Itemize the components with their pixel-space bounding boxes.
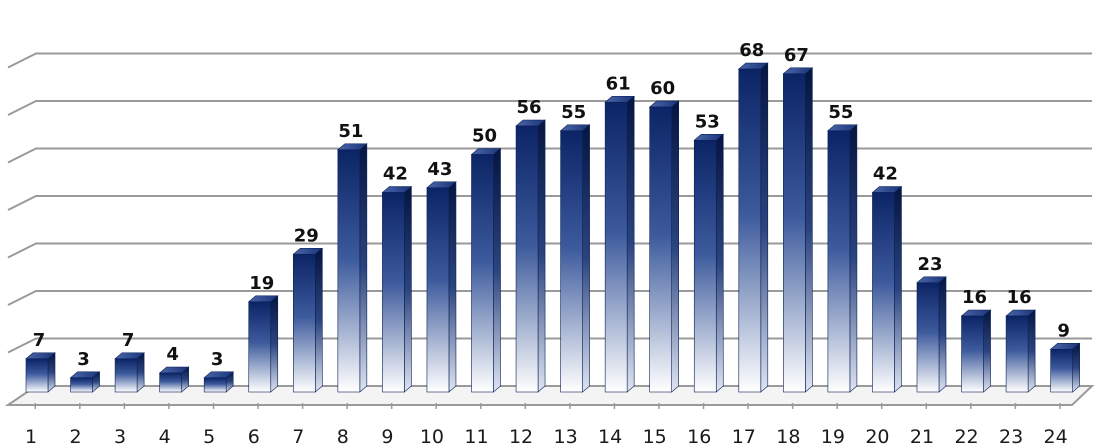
bar-3 [114, 352, 145, 393]
data-label: 55 [561, 102, 586, 123]
bar-7 [292, 247, 324, 393]
bar-9 [381, 185, 413, 393]
data-label: 68 [739, 40, 764, 61]
x-tick-label: 12 [509, 426, 533, 448]
x-tick-label: 9 [381, 426, 393, 448]
x-tick-label: 13 [554, 426, 578, 448]
bar-6 [247, 295, 279, 393]
bar-19 [827, 124, 858, 393]
bar-18 [782, 67, 814, 393]
data-label: 3 [211, 349, 224, 370]
x-tick-label: 6 [248, 426, 260, 448]
x-tick-label: 17 [732, 426, 756, 448]
x-tick-label: 2 [70, 426, 82, 448]
bar-20 [871, 185, 903, 393]
x-axis-ticks: 1 2 3 4 5 6 7 8 9 10 11 12 13 14 15 16 17 18 19 20 21 22 23 24 [25, 403, 1068, 448]
data-label: 55 [828, 102, 853, 123]
x-tick-label: 8 [337, 426, 349, 448]
data-label: 9 [1057, 320, 1070, 341]
data-label: 3 [77, 349, 90, 370]
data-label: 61 [606, 73, 631, 94]
bar-8 [337, 143, 368, 393]
gridline [7, 147, 1092, 164]
data-label: 67 [784, 45, 809, 66]
bar-11 [470, 147, 502, 393]
gridlines [4, 52, 1095, 406]
gridline [7, 100, 1092, 116]
bar-12 [515, 119, 546, 393]
bar-16 [693, 133, 725, 393]
x-tick-label: 15 [643, 426, 667, 448]
bar-1 [25, 352, 56, 393]
bar-22 [960, 309, 992, 393]
data-label: 60 [650, 78, 675, 99]
bar-13 [559, 124, 591, 393]
bar-15 [648, 100, 680, 393]
gridline [7, 52, 1092, 69]
x-tick-label: 21 [910, 426, 934, 448]
bar-14 [604, 95, 635, 393]
data-label: 51 [338, 121, 363, 142]
data-label: 23 [917, 254, 942, 275]
data-label: 29 [294, 225, 319, 246]
chart-floor [4, 385, 1095, 406]
bar-5 [203, 371, 235, 393]
x-tick-label: 1 [25, 426, 37, 448]
bar-21 [916, 276, 947, 393]
data-label: 42 [383, 164, 408, 185]
x-tick-label: 7 [292, 426, 304, 448]
x-tick-label: 10 [420, 426, 444, 448]
data-label: 50 [472, 126, 497, 147]
bar-10 [426, 181, 457, 393]
data-label: 43 [427, 159, 452, 180]
data-label: 16 [962, 287, 987, 308]
gridline [7, 195, 1092, 211]
x-tick-label: 4 [159, 426, 171, 448]
bar-23 [1005, 309, 1036, 393]
x-tick-label: 16 [687, 426, 711, 448]
x-tick-label: 3 [114, 426, 126, 448]
x-tick-label: 23 [999, 426, 1023, 448]
bar-24 [1049, 342, 1081, 393]
x-tick-label: 5 [203, 426, 215, 448]
bar-17 [737, 62, 769, 393]
x-tick-label: 24 [1044, 426, 1068, 448]
data-label: 16 [1007, 287, 1032, 308]
x-tick-label: 14 [598, 426, 622, 448]
bars [25, 62, 1081, 393]
bar-2 [69, 371, 101, 393]
x-tick-label: 20 [865, 426, 889, 448]
bar-4 [158, 366, 190, 393]
data-label: 7 [122, 330, 135, 351]
data-label: 4 [166, 344, 179, 365]
data-label: 42 [873, 164, 898, 185]
data-label: 7 [33, 330, 46, 351]
data-label: 56 [517, 97, 542, 118]
x-tick-label: 19 [821, 426, 845, 448]
x-tick-label: 11 [464, 426, 488, 448]
x-tick-label: 18 [776, 426, 800, 448]
data-label: 53 [695, 111, 720, 132]
x-tick-label: 22 [954, 426, 978, 448]
data-label: 19 [249, 273, 274, 294]
